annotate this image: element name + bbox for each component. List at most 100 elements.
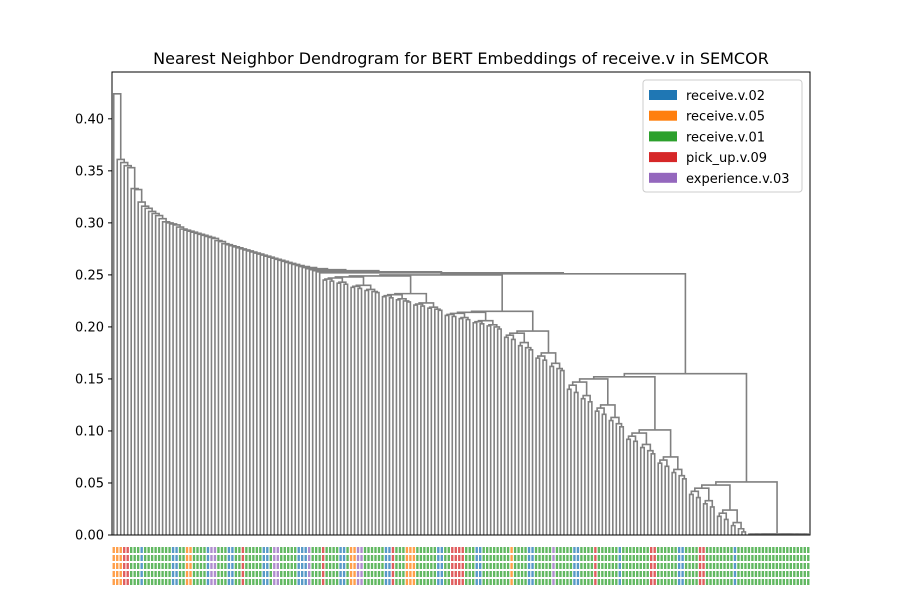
leaf-sense-mark xyxy=(311,579,314,585)
leaf-sense-mark xyxy=(663,571,667,577)
leaf-sense-mark xyxy=(430,547,433,553)
leaf-sense-mark xyxy=(754,563,758,569)
leaf-sense-mark xyxy=(674,571,677,577)
leaf-sense-mark xyxy=(751,547,754,553)
dendrogram-link xyxy=(249,251,258,535)
leaf-sense-mark xyxy=(182,579,185,585)
leaf-sense-mark xyxy=(461,571,464,577)
dendrogram-link xyxy=(402,300,410,535)
leaf-sense-mark xyxy=(171,579,175,585)
leaf-sense-mark xyxy=(646,555,649,561)
leaf-sense-mark xyxy=(705,579,709,585)
leaf-sense-mark xyxy=(698,555,702,561)
leaf-sense-mark xyxy=(782,579,786,585)
leaf-sense-mark xyxy=(552,547,555,553)
leaf-sense-mark xyxy=(496,579,499,585)
legend-label: pick_up.v.09 xyxy=(686,151,767,166)
leaf-sense-mark xyxy=(370,555,374,561)
leaf-sense-mark xyxy=(178,571,182,577)
leaf-sense-mark xyxy=(772,547,775,553)
leaf-sense-mark xyxy=(203,547,206,553)
leaf-sense-mark xyxy=(712,571,716,577)
leaf-sense-mark xyxy=(622,579,625,585)
leaf-sense-mark xyxy=(698,563,702,569)
leaf-sense-mark xyxy=(604,555,608,561)
leaf-sense-mark xyxy=(412,563,416,569)
leaf-sense-mark xyxy=(611,555,615,561)
leaf-sense-mark xyxy=(608,555,611,561)
leaf-sense-mark xyxy=(426,571,430,577)
leaf-sense-mark xyxy=(782,571,786,577)
leaf-sense-mark xyxy=(416,547,419,553)
leaf-sense-mark xyxy=(702,571,705,577)
leaf-sense-mark xyxy=(259,547,262,553)
leaf-sense-mark xyxy=(475,579,478,585)
dendrogram-link xyxy=(116,158,126,535)
leaf-sense-mark xyxy=(318,563,321,569)
leaf-sense-mark xyxy=(573,563,576,569)
leaf-sense-mark xyxy=(405,555,409,561)
leaf-sense-mark xyxy=(590,579,594,585)
leaf-sense-mark xyxy=(625,555,628,561)
leaf-sense-mark xyxy=(775,547,779,553)
leaf-sense-mark xyxy=(472,579,475,585)
leaf-sense-mark xyxy=(402,579,405,585)
leaf-sense-mark xyxy=(545,571,548,577)
leaf-sense-mark xyxy=(398,555,402,561)
leaf-sense-mark xyxy=(266,555,269,561)
leaf-sense-mark xyxy=(314,563,318,569)
dendrogram-link xyxy=(437,309,443,535)
leaf-sense-mark xyxy=(283,555,286,561)
leaf-sense-mark xyxy=(667,563,670,569)
leaf-sense-mark xyxy=(339,579,342,585)
dendrogram-link xyxy=(133,188,143,535)
leaf-sense-mark xyxy=(307,555,311,561)
leaf-sense-mark xyxy=(639,555,642,561)
dendrogram-link xyxy=(732,521,742,529)
leaf-sense-mark xyxy=(667,571,670,577)
leaf-sense-mark xyxy=(485,579,489,585)
leaf-sense-mark xyxy=(252,547,255,553)
leaf-sense-mark xyxy=(566,571,569,577)
dendrogram-link xyxy=(256,253,265,535)
leaf-sense-mark xyxy=(112,563,115,569)
leaf-sense-mark xyxy=(416,571,419,577)
legend-label: receive.v.02 xyxy=(686,89,765,104)
dendrogram-link xyxy=(608,419,614,535)
leaf-sense-mark xyxy=(489,579,492,585)
dendrogram-link xyxy=(446,313,455,317)
leaf-sense-mark xyxy=(538,571,541,577)
leaf-sense-mark xyxy=(444,555,447,561)
leaf-sense-mark xyxy=(663,555,667,561)
leaf-sense-mark xyxy=(206,563,210,569)
leaf-sense-mark xyxy=(185,563,189,569)
leaf-sense-mark xyxy=(367,579,370,585)
leaf-sense-mark xyxy=(255,555,259,561)
chart-title: Nearest Neighbor Dendrogram for BERT Emb… xyxy=(153,49,769,68)
leaf-sense-mark xyxy=(506,571,510,577)
leaf-sense-mark xyxy=(663,547,667,553)
leaf-sense-mark xyxy=(615,563,618,569)
leaf-sense-mark xyxy=(154,563,157,569)
leaf-sense-mark xyxy=(332,555,335,561)
leaf-sense-mark xyxy=(234,579,238,585)
leaf-sense-mark xyxy=(650,571,653,577)
leaf-sense-mark xyxy=(126,555,129,561)
leaf-sense-mark xyxy=(524,563,527,569)
leaf-sense-mark xyxy=(458,563,461,569)
leaf-sense-mark xyxy=(280,563,283,569)
leaf-sense-mark xyxy=(472,571,475,577)
leaf-sense-mark xyxy=(562,571,566,577)
leaf-sense-mark xyxy=(503,579,506,585)
leaf-sense-mark xyxy=(287,555,290,561)
leaf-sense-mark xyxy=(513,555,517,561)
leaf-sense-mark xyxy=(349,563,353,569)
leaf-sense-mark xyxy=(590,571,594,577)
leaf-sense-mark xyxy=(541,547,545,553)
leaf-sense-mark xyxy=(513,563,517,569)
leaf-sense-mark xyxy=(538,579,541,585)
leaf-sense-mark xyxy=(740,579,744,585)
leaf-sense-mark xyxy=(269,563,272,569)
dendrogram-link xyxy=(112,93,122,535)
leaf-sense-mark xyxy=(737,547,740,553)
